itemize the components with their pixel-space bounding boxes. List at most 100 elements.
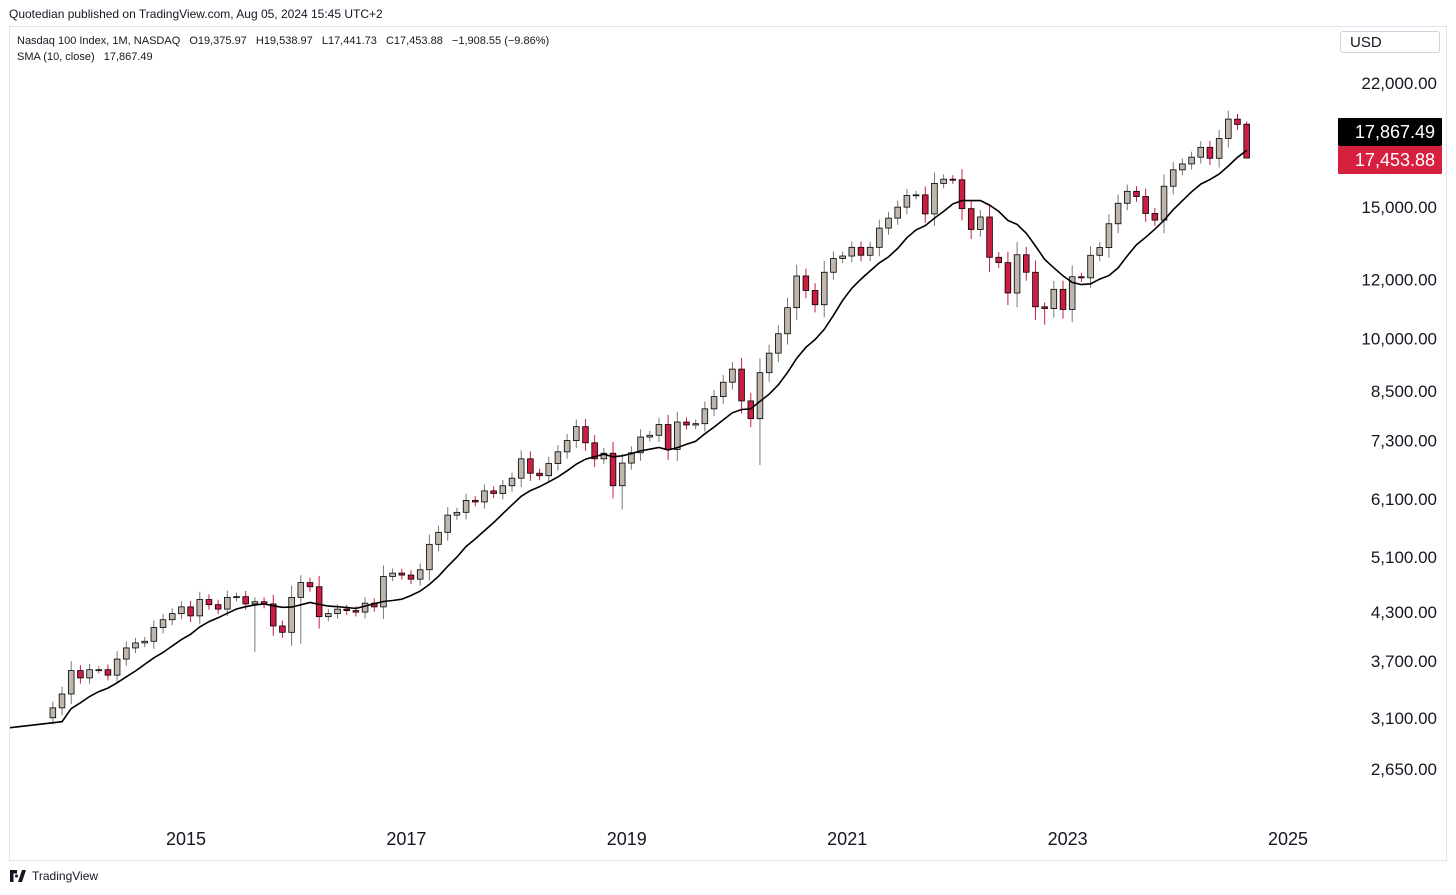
tradingview-footer[interactable]: TradingView bbox=[10, 869, 98, 883]
candle-body[interactable] bbox=[150, 627, 158, 642]
candle-body[interactable] bbox=[756, 372, 764, 420]
candle-body[interactable] bbox=[315, 586, 323, 618]
candle-body[interactable] bbox=[646, 434, 654, 438]
candle-body[interactable] bbox=[967, 208, 975, 230]
candle-body[interactable] bbox=[49, 707, 57, 719]
candle-body[interactable] bbox=[1087, 254, 1094, 279]
candle-body[interactable] bbox=[416, 569, 424, 580]
candle-body[interactable] bbox=[453, 511, 461, 516]
candle-body[interactable] bbox=[866, 246, 874, 256]
candle-body[interactable] bbox=[224, 596, 231, 610]
candle-body[interactable] bbox=[793, 275, 800, 309]
candle-body[interactable] bbox=[894, 206, 901, 219]
candle-body[interactable] bbox=[1114, 202, 1122, 225]
candle-body[interactable] bbox=[1096, 247, 1103, 256]
candle-body[interactable] bbox=[1243, 123, 1250, 159]
candle-body[interactable] bbox=[214, 604, 222, 610]
candle-body[interactable] bbox=[830, 258, 837, 273]
candle-body[interactable] bbox=[582, 426, 589, 444]
candle-body[interactable] bbox=[196, 599, 204, 617]
candle-body[interactable] bbox=[113, 658, 121, 676]
candle-body[interactable] bbox=[517, 458, 525, 479]
candle-body[interactable] bbox=[104, 669, 112, 676]
candle-body[interactable] bbox=[159, 619, 167, 628]
chart-frame[interactable] bbox=[9, 26, 1447, 861]
candle-body[interactable] bbox=[187, 606, 194, 617]
candle-body[interactable] bbox=[389, 572, 396, 577]
candle-body[interactable] bbox=[811, 290, 819, 306]
candle-body[interactable] bbox=[1234, 118, 1241, 125]
candle-body[interactable] bbox=[775, 333, 782, 354]
candle-body[interactable] bbox=[710, 396, 718, 410]
candle-body[interactable] bbox=[1041, 306, 1048, 309]
candle-body[interactable] bbox=[949, 178, 957, 181]
candle-body[interactable] bbox=[205, 599, 213, 606]
candle-body[interactable] bbox=[407, 574, 415, 580]
candle-body[interactable] bbox=[435, 531, 442, 545]
candle-body[interactable] bbox=[508, 477, 516, 487]
candle-body[interactable] bbox=[986, 216, 993, 258]
candle-body[interactable] bbox=[86, 669, 93, 679]
legend-sma-title[interactable]: SMA (10, close) bbox=[17, 51, 95, 63]
candle-body[interactable] bbox=[58, 693, 66, 709]
candle-body[interactable] bbox=[1169, 169, 1177, 187]
candle-body[interactable] bbox=[1105, 223, 1113, 248]
candle-body[interactable] bbox=[168, 613, 176, 621]
candle-body[interactable] bbox=[719, 381, 727, 398]
candle-body[interactable] bbox=[600, 452, 608, 460]
candle-body[interactable] bbox=[178, 606, 185, 615]
candle-body[interactable] bbox=[141, 640, 148, 644]
candle-body[interactable] bbox=[1142, 196, 1149, 214]
candle-body[interactable] bbox=[1179, 163, 1186, 171]
candle-body[interactable] bbox=[398, 572, 406, 576]
candle-body[interactable] bbox=[554, 451, 562, 464]
candle-body[interactable] bbox=[958, 179, 966, 210]
candle-body[interactable] bbox=[279, 625, 286, 633]
candle-body[interactable] bbox=[499, 485, 507, 494]
candle-body[interactable] bbox=[269, 603, 277, 627]
candle-body[interactable] bbox=[1225, 118, 1232, 139]
candle-body[interactable] bbox=[95, 669, 103, 672]
candle-body[interactable] bbox=[1197, 146, 1205, 158]
candle-body[interactable] bbox=[481, 490, 488, 503]
candle-body[interactable] bbox=[462, 499, 470, 513]
candle-body[interactable] bbox=[563, 440, 571, 453]
candle-body[interactable] bbox=[1050, 288, 1058, 309]
candle-body[interactable] bbox=[1023, 254, 1030, 273]
candle-body[interactable] bbox=[618, 462, 626, 487]
candle-body[interactable] bbox=[1078, 276, 1085, 279]
candle-body[interactable] bbox=[536, 472, 543, 477]
candle-body[interactable] bbox=[380, 576, 387, 608]
candle-body[interactable] bbox=[444, 514, 451, 533]
candle-body[interactable] bbox=[876, 227, 883, 248]
candle-body[interactable] bbox=[940, 178, 947, 184]
candle-body[interactable] bbox=[77, 670, 84, 679]
legend-symbol[interactable]: Nasdaq 100 Index, 1M, NASDAQ bbox=[17, 35, 181, 47]
candle-body[interactable] bbox=[545, 463, 552, 477]
candle-body[interactable] bbox=[674, 421, 681, 450]
candle-body[interactable] bbox=[1133, 190, 1140, 197]
candle-body[interactable] bbox=[297, 582, 305, 598]
candle-body[interactable] bbox=[426, 543, 433, 571]
candle-body[interactable] bbox=[343, 608, 350, 612]
candle-body[interactable] bbox=[334, 608, 341, 615]
candle-body[interactable] bbox=[903, 195, 911, 208]
candle-body[interactable] bbox=[306, 582, 314, 588]
candle-body[interactable] bbox=[472, 499, 479, 503]
candle-body[interactable] bbox=[655, 424, 663, 436]
candle-body[interactable] bbox=[995, 256, 1002, 264]
candle-body[interactable] bbox=[802, 275, 810, 291]
candle-body[interactable] bbox=[1004, 262, 1012, 294]
candle-body[interactable] bbox=[1068, 276, 1076, 310]
candle-body[interactable] bbox=[692, 423, 699, 426]
candle-body[interactable] bbox=[912, 194, 920, 197]
candle-body[interactable] bbox=[977, 216, 984, 230]
candle-body[interactable] bbox=[1188, 156, 1195, 165]
currency-button[interactable]: USD bbox=[1340, 31, 1440, 53]
candle-body[interactable] bbox=[701, 408, 709, 425]
candle-body[interactable] bbox=[1059, 288, 1067, 310]
candle-body[interactable] bbox=[609, 452, 617, 487]
candle-body[interactable] bbox=[664, 424, 672, 450]
candle-body[interactable] bbox=[67, 670, 75, 695]
